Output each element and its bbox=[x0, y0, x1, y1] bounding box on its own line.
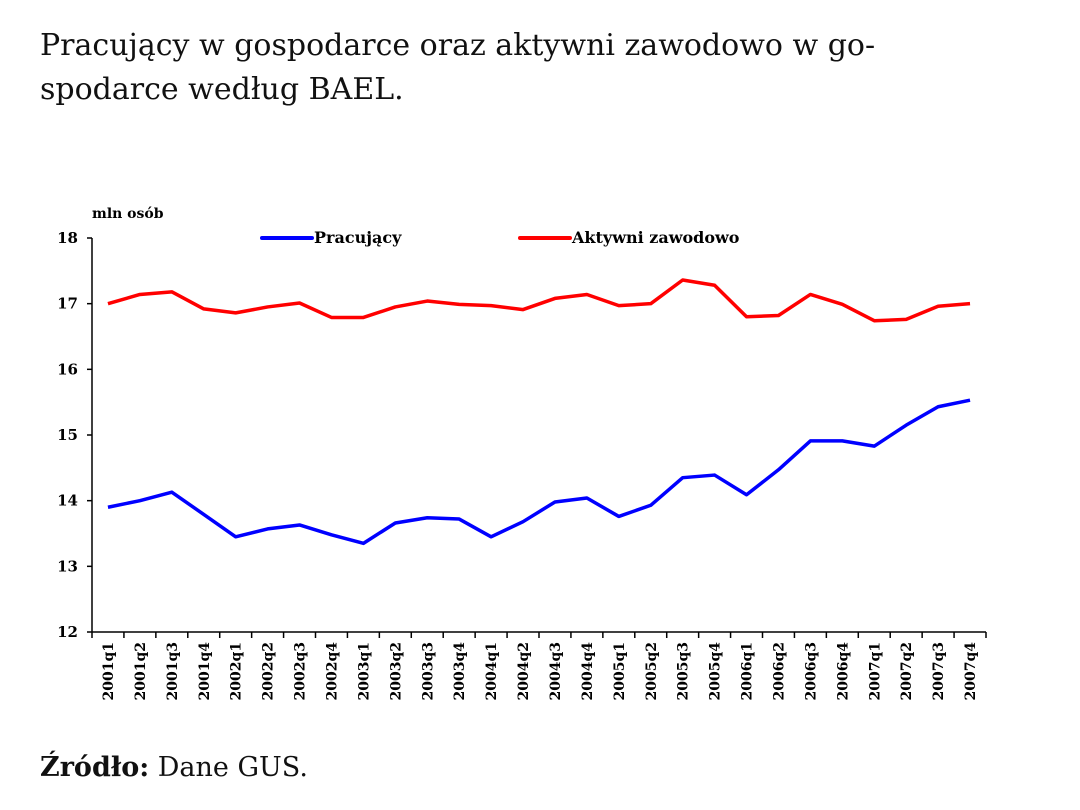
title-line-1: Pracujący w gospodarce oraz aktywni zawo… bbox=[40, 28, 876, 63]
source-text: Dane GUS. bbox=[149, 752, 308, 783]
y-tick-label: 13 bbox=[57, 557, 78, 575]
y-axis-label: mln osób bbox=[92, 206, 164, 222]
x-tick-label: 2001q4 bbox=[197, 642, 213, 701]
y-tick-label: 15 bbox=[57, 426, 78, 444]
legend-label: Aktywni zawodowo bbox=[571, 228, 740, 247]
x-tick-label: 2004q1 bbox=[484, 642, 500, 701]
source-label: Źródło: bbox=[40, 752, 150, 783]
x-tick-label: 2006q2 bbox=[771, 642, 787, 701]
chart-legend: Pracujący Aktywni zawodowo bbox=[260, 228, 740, 247]
x-tick-label: 2002q3 bbox=[293, 642, 309, 701]
x-tick-label: 2007q1 bbox=[867, 642, 883, 701]
x-tick-label: 2007q3 bbox=[931, 642, 947, 701]
series-line-aktywni-zawodowo bbox=[107, 278, 971, 323]
y-tick-label: 12 bbox=[57, 623, 78, 641]
x-tick-label: 2004q3 bbox=[548, 642, 564, 701]
x-tick-label: 2005q2 bbox=[644, 642, 660, 701]
x-tick-label: 2007q2 bbox=[899, 642, 915, 701]
x-tick-label: 2003q2 bbox=[388, 642, 404, 701]
x-tick-label: 2003q1 bbox=[356, 642, 372, 701]
y-tick-label: 18 bbox=[57, 229, 78, 247]
x-tick-label: 2002q2 bbox=[261, 642, 277, 701]
x-tick-label: 2005q1 bbox=[612, 642, 628, 701]
page-title: Pracujący w gospodarce oraz aktywni zawo… bbox=[40, 24, 1020, 112]
x-tick-label: 2001q2 bbox=[133, 642, 149, 701]
y-tick-label: 16 bbox=[57, 360, 78, 378]
title-line-2: spodarce według BAEL. bbox=[40, 72, 404, 107]
x-tick-label: 2006q1 bbox=[740, 642, 756, 701]
source-note: Źródło: Dane GUS. bbox=[40, 752, 308, 783]
chart-axes: 12 13 14 15 16 17 18 2001q1 2001q2 2001q3 2001q4 20… bbox=[57, 229, 987, 701]
x-tick-label: 2007q4 bbox=[963, 642, 979, 701]
x-tick-label: 2006q3 bbox=[803, 642, 819, 701]
y-tick-label: 14 bbox=[57, 492, 78, 510]
x-tick-label: 2005q4 bbox=[708, 642, 724, 701]
x-tick-label: 2004q2 bbox=[516, 642, 532, 701]
y-tick-label: 17 bbox=[57, 295, 78, 313]
x-tick-label: 2003q4 bbox=[452, 642, 468, 701]
x-tick-label: 2002q1 bbox=[229, 642, 245, 701]
legend-label: Pracujący bbox=[314, 228, 402, 247]
x-tick-label: 2001q1 bbox=[101, 642, 117, 701]
x-tick-label: 2004q4 bbox=[580, 642, 596, 701]
series-line-pracujący bbox=[107, 398, 971, 546]
x-tick-label: 2002q4 bbox=[324, 642, 340, 701]
x-tick-label: 2005q3 bbox=[676, 642, 692, 701]
x-tick-label: 2006q4 bbox=[835, 642, 851, 701]
chart-series bbox=[107, 278, 971, 546]
x-tick-label: 2001q3 bbox=[165, 642, 181, 701]
x-tick-label: 2003q3 bbox=[420, 642, 436, 701]
